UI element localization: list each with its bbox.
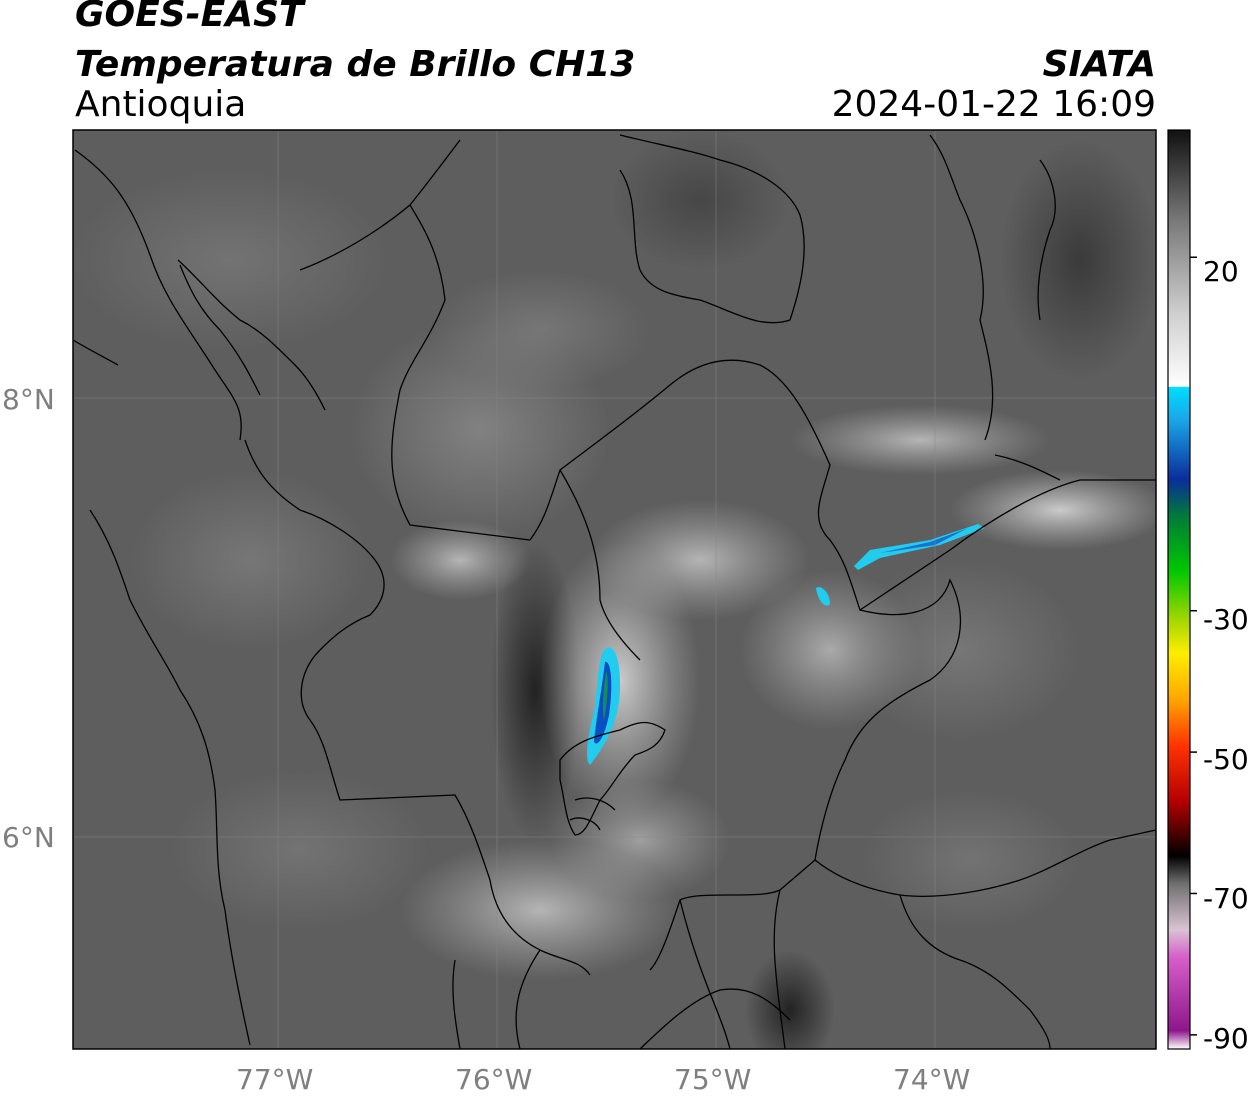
satellite-title: GOES-EAST [75, 0, 304, 35]
lon-label-75w: 75°W [674, 1063, 752, 1096]
colorbar-label-20: 20 [1203, 255, 1239, 288]
colorbar-gradient [1168, 130, 1190, 1049]
region-subtitle: Antioquia [75, 84, 247, 125]
map-frame [72, 129, 1157, 1050]
colorbar-label-minus30: -30 [1203, 603, 1249, 636]
lon-label-74w: 74°W [893, 1063, 971, 1096]
brightness-temperature-field [73, 130, 1156, 1049]
colorbar-label-minus70: -70 [1203, 882, 1249, 915]
lat-label-8n: 8°N [2, 383, 55, 416]
cold-cloud-tops [587, 524, 985, 765]
lon-label-76w: 76°W [455, 1063, 533, 1096]
colorbar-frame [1167, 129, 1191, 1050]
colorbar-label-minus90: -90 [1203, 1022, 1249, 1055]
colorbar [1167, 129, 1197, 1050]
political-boundaries [73, 134, 1156, 1049]
lon-label-77w: 77°W [236, 1063, 314, 1096]
colorbar-label-minus50: -50 [1203, 743, 1249, 776]
lat-label-6n: 6°N [2, 821, 55, 854]
datetime-label: 2024-01-22 16:09 [831, 84, 1156, 125]
product-title: Temperatura de Brillo CH13 [75, 44, 636, 85]
organization-label: SIATA [1042, 44, 1156, 85]
